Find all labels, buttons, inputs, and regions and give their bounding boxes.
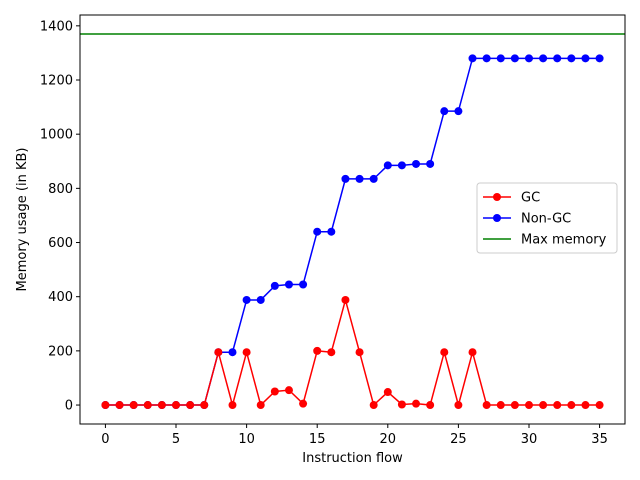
- y-tick-label: 200: [48, 344, 73, 359]
- legend-box: [476, 182, 618, 254]
- legend: GC Non-GC Max memory: [476, 182, 618, 254]
- non-gc-point: [496, 54, 505, 63]
- non-gc-point: [539, 54, 548, 63]
- gc-point: [200, 401, 209, 410]
- x-tick-label: 20: [380, 432, 397, 447]
- non-gc-point: [369, 174, 378, 183]
- y-tick-label: 800: [48, 182, 73, 197]
- non-gc-point: [284, 280, 293, 289]
- gc-point: [341, 295, 350, 304]
- gc-point: [256, 401, 265, 410]
- non-gc-point: [595, 54, 604, 63]
- y-axis-label: Memory usage (in KB): [15, 148, 30, 292]
- gc-point: [426, 401, 435, 410]
- non-gc-point: [228, 348, 237, 357]
- non-gc-point: [440, 107, 449, 116]
- non-gc-point: [482, 54, 491, 63]
- non-gc-point: [454, 107, 463, 116]
- gc-point: [524, 401, 533, 410]
- gc-point: [101, 401, 110, 410]
- gc-point: [496, 401, 505, 410]
- non-gc-point: [256, 295, 265, 304]
- non-gc-point: [510, 54, 519, 63]
- legend-label-gc: GC: [521, 191, 540, 206]
- y-tick-label: 1000: [40, 128, 73, 143]
- gc-point: [242, 348, 251, 357]
- y-tick-label: 1400: [40, 19, 73, 34]
- non-gc-point: [242, 295, 251, 304]
- legend-marker-gc: [493, 193, 501, 201]
- gc-point: [327, 348, 336, 357]
- non-gc-point: [355, 174, 364, 183]
- gc-point: [412, 399, 421, 408]
- non-gc-point: [581, 54, 590, 63]
- non-gc-point: [341, 174, 350, 183]
- gc-point: [270, 387, 279, 396]
- non-gc-point: [313, 227, 322, 236]
- x-tick-label: 5: [172, 432, 180, 447]
- non-gc-point: [553, 54, 562, 63]
- y-tick-label: 1200: [40, 74, 73, 89]
- gc-point: [581, 401, 590, 410]
- gc-point: [299, 399, 308, 408]
- gc-point: [369, 401, 378, 410]
- gc-point: [454, 401, 463, 410]
- x-tick-label: 25: [450, 432, 467, 447]
- x-tick-label: 30: [521, 432, 538, 447]
- gc-point: [482, 401, 491, 410]
- non-gc-point: [426, 159, 435, 168]
- gc-point: [313, 346, 322, 355]
- gc-point: [539, 401, 548, 410]
- gc-point: [595, 401, 604, 410]
- gc-point: [129, 401, 138, 410]
- x-tick-label: 15: [309, 432, 326, 447]
- gc-point: [440, 348, 449, 357]
- gc-point: [567, 401, 576, 410]
- gc-point: [186, 401, 195, 410]
- y-tick-label: 0: [65, 399, 73, 414]
- non-gc-point: [327, 227, 336, 236]
- gc-point: [553, 401, 562, 410]
- gc-point: [383, 388, 392, 397]
- gc-point: [228, 401, 237, 410]
- x-tick-label: 0: [101, 432, 109, 447]
- non-gc-point: [412, 159, 421, 168]
- y-tick-label: 400: [48, 290, 73, 305]
- gc-point: [143, 401, 152, 410]
- non-gc-point: [397, 161, 406, 170]
- gc-point: [157, 401, 166, 410]
- gc-point: [214, 348, 223, 357]
- axes-frame: [79, 14, 626, 425]
- x-tick-label: 10: [238, 432, 255, 447]
- y-axis-ticks: 0 200 400 600 800 1000 1200 1400: [40, 19, 80, 414]
- gc-point: [115, 401, 124, 410]
- x-tick-label: 35: [591, 432, 608, 447]
- y-tick-label: 600: [48, 236, 73, 251]
- non-gc-point: [567, 54, 576, 63]
- gc-point: [468, 348, 477, 357]
- legend-label-non-gc: Non-GC: [521, 212, 571, 227]
- non-gc-point: [299, 280, 308, 289]
- non-gc-point: [468, 54, 477, 63]
- gc-point: [510, 401, 519, 410]
- x-axis-label: Instruction flow: [302, 451, 403, 466]
- non-gc-point: [524, 54, 533, 63]
- gc-point: [284, 386, 293, 395]
- legend-marker-non-gc: [493, 214, 501, 222]
- non-gc-point: [383, 161, 392, 170]
- non-gc-point: [270, 281, 279, 290]
- legend-label-max-memory: Max memory: [521, 233, 607, 248]
- gc-point: [355, 348, 364, 357]
- gc-point: [397, 400, 406, 409]
- x-axis-ticks: 0 5 10 15 20 25 30 35: [101, 424, 608, 447]
- gc-point: [172, 401, 181, 410]
- plot-area: [80, 33, 625, 410]
